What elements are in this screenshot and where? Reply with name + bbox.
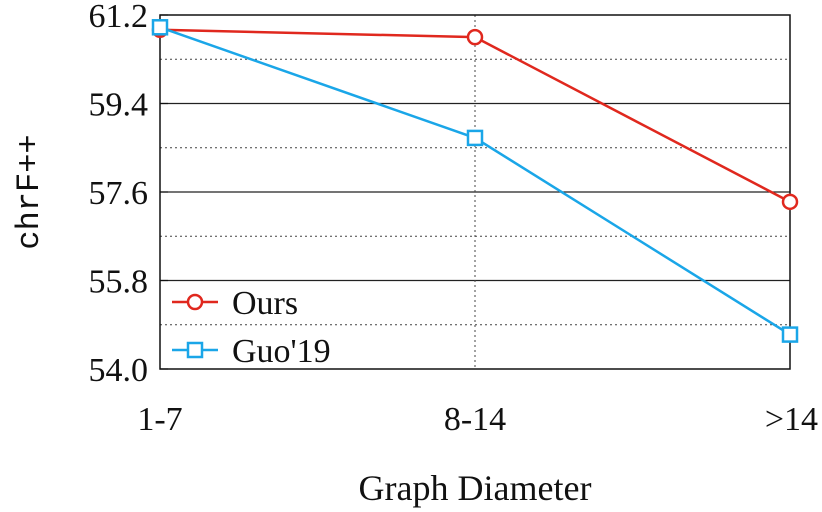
y-axis-title: chrF++ [11, 134, 48, 249]
legend-label: Guo'19 [232, 333, 331, 370]
y-tick-label: 57.6 [89, 175, 149, 212]
tick-labels: 54.0 55.8 57.6 59.4 61.2 1-7 8-14 >14 [89, 0, 819, 438]
grid [160, 15, 790, 369]
series-layer [151, 19, 799, 343]
x-tick-label: 8-14 [444, 401, 506, 438]
data-point [781, 193, 799, 211]
x-tick-label: >14 [765, 401, 818, 438]
data-point [466, 129, 484, 147]
y-tick-label: 59.4 [89, 87, 149, 124]
data-point [781, 326, 799, 343]
x-tick-label: 1-7 [137, 401, 182, 438]
legend-label: Ours [232, 285, 298, 322]
data-point [151, 19, 169, 36]
x-axis-title: Graph Diameter [359, 468, 592, 508]
legend: Ours Guo'19 [172, 285, 331, 370]
y-tick-label: 54.0 [89, 352, 149, 389]
legend-marker [186, 293, 204, 311]
legend-marker [186, 341, 204, 359]
data-point [466, 28, 484, 46]
y-tick-label: 61.2 [89, 0, 149, 35]
series-1 [151, 19, 799, 343]
y-tick-label: 55.8 [89, 264, 149, 301]
